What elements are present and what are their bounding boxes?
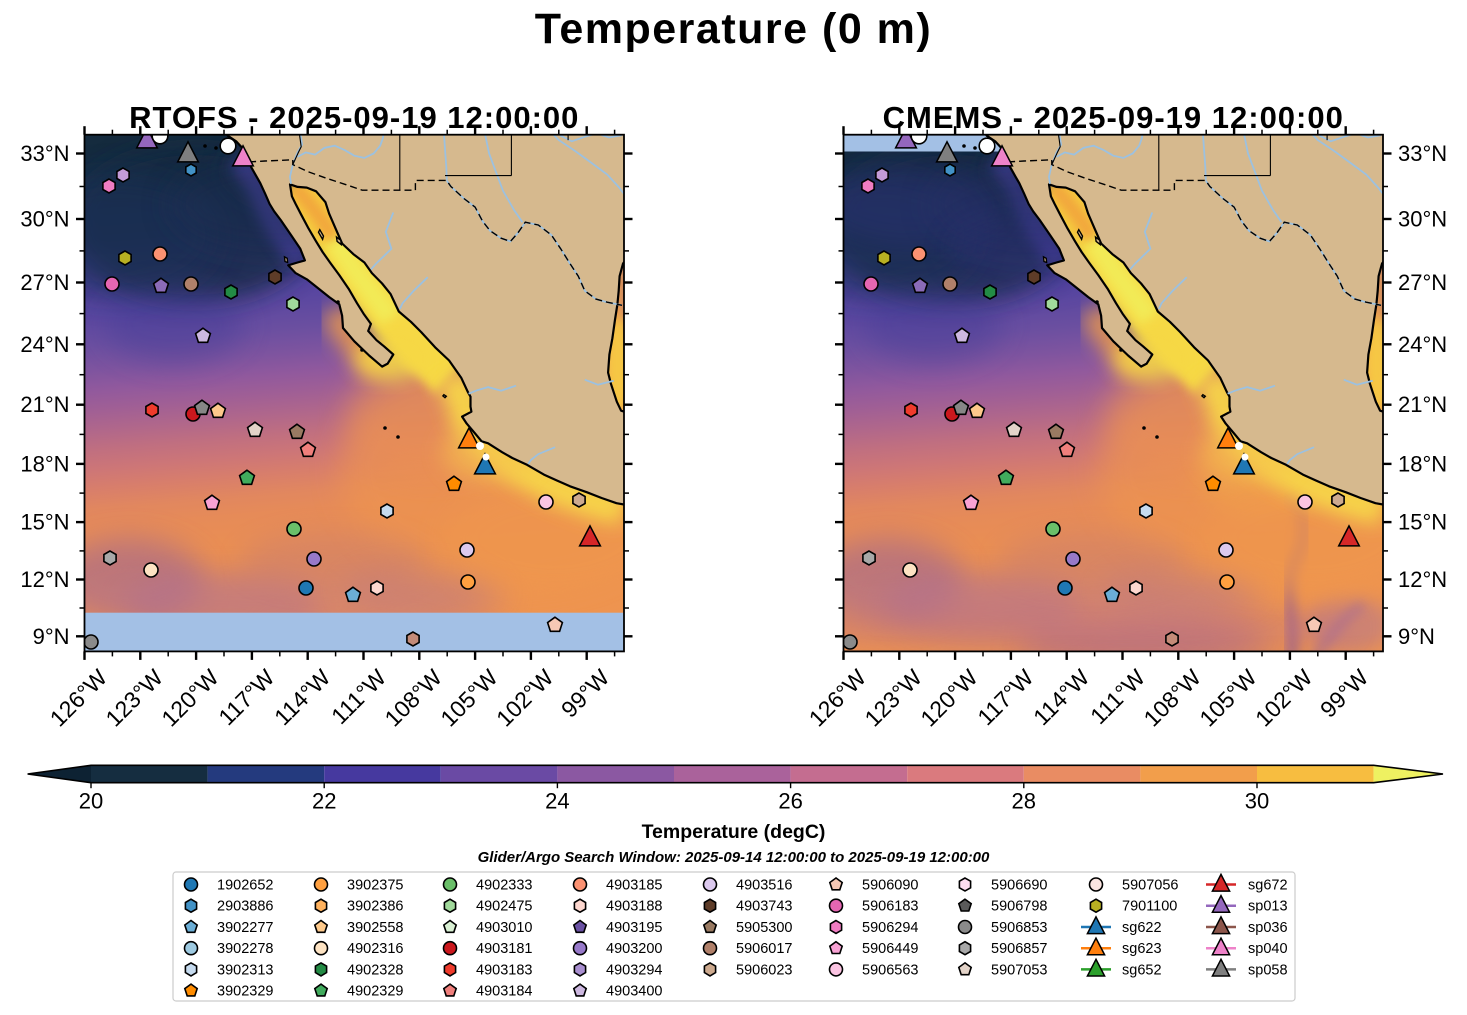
svg-text:5906017: 5906017	[736, 941, 792, 957]
svg-text:5906853: 5906853	[991, 920, 1047, 936]
svg-text:4902329: 4902329	[347, 984, 403, 1000]
svg-text:3902329: 3902329	[217, 984, 273, 1000]
svg-text:5905300: 5905300	[736, 920, 792, 936]
svg-text:15°N: 15°N	[1398, 510, 1447, 535]
svg-text:24°N: 24°N	[20, 332, 69, 357]
svg-text:CMEMS - 2025-09-19 12:00:00: CMEMS - 2025-09-19 12:00:00	[883, 100, 1344, 135]
svg-text:4902475: 4902475	[476, 899, 532, 915]
svg-text:4903184: 4903184	[476, 984, 532, 1000]
svg-text:sg652: sg652	[1122, 962, 1162, 978]
svg-text:30°N: 30°N	[1398, 207, 1447, 232]
svg-text:sp013: sp013	[1248, 899, 1288, 915]
svg-text:4903294: 4903294	[606, 962, 662, 978]
svg-text:4903195: 4903195	[606, 920, 662, 936]
svg-text:2903886: 2903886	[217, 899, 273, 915]
svg-text:7901100: 7901100	[1122, 899, 1177, 915]
svg-text:27°N: 27°N	[20, 270, 69, 295]
svg-text:sp036: sp036	[1248, 920, 1288, 936]
svg-text:4902328: 4902328	[347, 962, 403, 978]
svg-text:4902333: 4902333	[476, 878, 532, 894]
svg-text:4903400: 4903400	[606, 984, 662, 1000]
svg-text:4902316: 4902316	[347, 941, 403, 957]
svg-text:33°N: 33°N	[20, 141, 69, 166]
svg-text:RTOFS - 2025-09-19 12:00:00: RTOFS - 2025-09-19 12:00:00	[129, 100, 579, 135]
svg-text:12°N: 12°N	[20, 567, 69, 592]
svg-text:28: 28	[1012, 789, 1036, 814]
svg-text:15°N: 15°N	[20, 510, 69, 535]
svg-text:9°N: 9°N	[1398, 624, 1435, 649]
svg-text:12°N: 12°N	[1398, 567, 1447, 592]
svg-text:26: 26	[778, 789, 802, 814]
svg-text:21°N: 21°N	[1398, 392, 1447, 417]
svg-text:30°N: 30°N	[20, 207, 69, 232]
svg-text:5906798: 5906798	[991, 899, 1047, 915]
svg-text:Temperature (degC): Temperature (degC)	[642, 821, 826, 843]
svg-text:4903200: 4903200	[606, 941, 662, 957]
svg-text:33°N: 33°N	[1398, 141, 1447, 166]
svg-text:4903181: 4903181	[476, 941, 532, 957]
svg-text:20: 20	[79, 789, 103, 814]
svg-text:sp058: sp058	[1248, 962, 1288, 978]
svg-text:4903743: 4903743	[736, 899, 792, 915]
svg-text:9°N: 9°N	[33, 624, 70, 649]
svg-text:27°N: 27°N	[1398, 270, 1447, 295]
svg-text:3902313: 3902313	[217, 962, 273, 978]
svg-text:4903185: 4903185	[606, 878, 662, 894]
svg-text:5906690: 5906690	[991, 878, 1047, 894]
svg-text:22: 22	[312, 789, 336, 814]
svg-text:5906183: 5906183	[862, 899, 918, 915]
svg-text:3902375: 3902375	[347, 878, 403, 894]
svg-text:3902386: 3902386	[347, 899, 403, 915]
svg-text:5907053: 5907053	[991, 962, 1047, 978]
svg-text:3902558: 3902558	[347, 920, 403, 936]
svg-text:24: 24	[545, 789, 569, 814]
svg-text:sp040: sp040	[1248, 941, 1288, 957]
svg-text:5907056: 5907056	[1122, 878, 1178, 894]
svg-text:24°N: 24°N	[1398, 332, 1447, 357]
svg-text:sg622: sg622	[1122, 920, 1162, 936]
svg-text:5906563: 5906563	[862, 962, 918, 978]
svg-text:3902278: 3902278	[217, 941, 273, 957]
svg-text:4903188: 4903188	[606, 899, 662, 915]
svg-text:5906090: 5906090	[862, 878, 918, 894]
svg-text:4903516: 4903516	[736, 878, 792, 894]
svg-text:4903010: 4903010	[476, 920, 532, 936]
svg-text:Glider/Argo Search Window: 202: Glider/Argo Search Window: 2025-09-14 12…	[478, 849, 990, 866]
svg-text:18°N: 18°N	[1398, 451, 1447, 476]
svg-text:5906023: 5906023	[736, 962, 792, 978]
svg-text:30: 30	[1245, 789, 1269, 814]
svg-text:3902277: 3902277	[217, 920, 273, 936]
svg-text:Temperature (0 m): Temperature (0 m)	[535, 5, 932, 53]
svg-text:1902652: 1902652	[217, 878, 273, 894]
svg-text:5906449: 5906449	[862, 941, 918, 957]
svg-text:21°N: 21°N	[20, 392, 69, 417]
svg-text:5906294: 5906294	[862, 920, 918, 936]
svg-text:sg672: sg672	[1248, 878, 1288, 894]
svg-text:5906857: 5906857	[991, 941, 1047, 957]
svg-text:4903183: 4903183	[476, 962, 532, 978]
svg-text:18°N: 18°N	[20, 451, 69, 476]
svg-text:sg623: sg623	[1122, 941, 1162, 957]
